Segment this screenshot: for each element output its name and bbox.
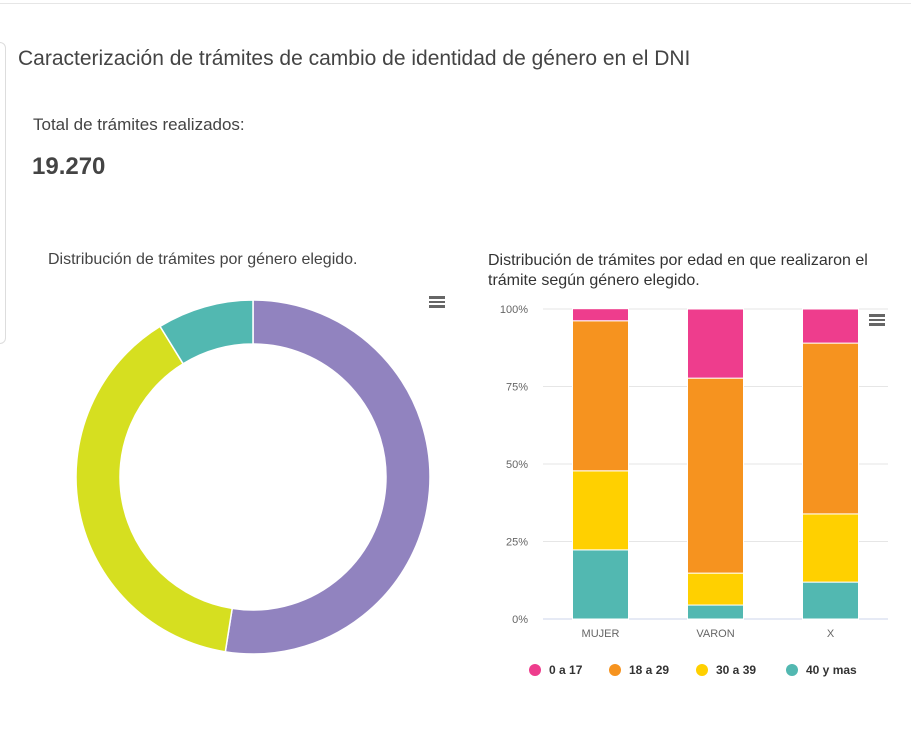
bar-chart-title: Distribución de trámites por edad en que… [488, 252, 868, 289]
donut-chart-title: Distribución de trámites por género eleg… [48, 251, 358, 268]
top-divider [0, 3, 911, 4]
x-tick-label: X [827, 628, 835, 640]
bar-segment [802, 581, 859, 620]
bar-segment [687, 604, 744, 620]
legend-item[interactable]: 40 y mas [786, 663, 857, 677]
legend-item[interactable]: 0 a 17 [529, 663, 582, 677]
total-value: 19.270 [32, 153, 106, 180]
legend-label: 30 a 39 [716, 663, 757, 677]
bar-segment [802, 342, 859, 515]
bar-segment [572, 549, 629, 620]
y-tick-label: 0% [512, 614, 528, 626]
legend-item[interactable]: 18 a 29 [609, 663, 669, 677]
y-tick-label: 75% [506, 382, 528, 394]
x-tick-label: VARON [696, 628, 734, 640]
page-title: Caracterización de trámites de cambio de… [18, 47, 691, 70]
legend-label: 0 a 17 [549, 663, 583, 677]
legend-label: 40 y mas [806, 663, 857, 677]
donut-slice-0 [224, 299, 431, 655]
hamburger-menu-icon[interactable] [869, 314, 885, 326]
bar-segment [572, 308, 629, 322]
legend-dot-icon [696, 664, 708, 676]
bar-segment [802, 308, 859, 344]
hamburger-menu-icon[interactable] [429, 296, 445, 308]
bar-segment [802, 513, 859, 583]
legend-dot-icon [786, 664, 798, 676]
legend-dot-icon [529, 664, 541, 676]
bar-segment [687, 377, 744, 574]
bar-segment [572, 320, 629, 472]
y-tick-label: 25% [506, 537, 528, 549]
donut-slice-1 [75, 325, 234, 653]
bar-segment [687, 572, 744, 606]
donut-slice-2 [159, 299, 254, 365]
bar-segment [572, 470, 629, 551]
legend-label: 18 a 29 [629, 663, 670, 677]
legend-item[interactable]: 30 a 39 [696, 663, 756, 677]
x-tick-label: MUJER [582, 628, 620, 640]
bar-segment [687, 308, 744, 379]
total-label: Total de trámites realizados: [33, 115, 245, 134]
y-tick-label: 50% [506, 459, 528, 471]
y-tick-label: 100% [500, 304, 528, 316]
legend-dot-icon [609, 664, 621, 676]
